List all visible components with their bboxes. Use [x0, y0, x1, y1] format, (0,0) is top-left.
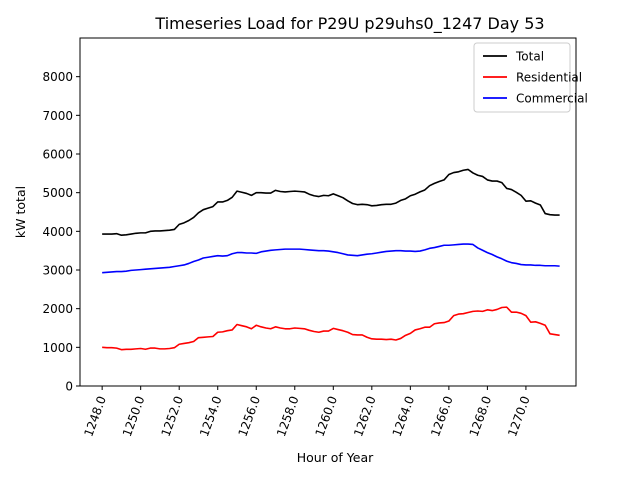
y-tick-label: 6000 [42, 148, 73, 162]
x-tick-label: 1256.0 [236, 394, 264, 438]
y-tick-label: 2000 [42, 302, 73, 316]
x-tick-label: 1248.0 [81, 394, 109, 438]
series-line-commercial [102, 243, 560, 274]
x-tick-label: 1250.0 [120, 394, 148, 438]
x-tick-label: 1268.0 [467, 394, 495, 438]
y-tick-label: 7000 [42, 109, 73, 123]
legend-label-residential: Residential [516, 71, 582, 85]
y-axis: 0 1000 2000 3000 4000 5000 6000 7000 8000 [42, 70, 80, 394]
y-axis-label: kW total [13, 186, 28, 238]
y-tick-label: 0 [65, 380, 73, 394]
y-tick-label: 5000 [42, 186, 73, 200]
y-tick-label: 4000 [42, 225, 73, 239]
x-tick-label: 1266.0 [428, 394, 456, 438]
x-tick-label: 1264.0 [390, 394, 418, 438]
x-tick-label: 1262.0 [351, 394, 379, 438]
x-tick-label: 1252.0 [158, 394, 186, 438]
legend-box [473, 42, 571, 113]
x-tick-label: 1270.0 [505, 394, 533, 438]
x-tick-label: 1254.0 [197, 394, 225, 438]
y-tick-label: 8000 [42, 70, 73, 84]
series-line-total [102, 168, 560, 236]
series-layer [102, 168, 560, 351]
chart-title: Timeseries Load for P29U p29uhs0_1247 Da… [154, 14, 544, 34]
legend-label-total: Total [515, 50, 544, 64]
plot-frame [79, 37, 577, 387]
x-axis-label: Hour of Year [297, 450, 374, 465]
y-tick-label: 3000 [42, 264, 73, 278]
legend: Total Residential Commercial [473, 42, 588, 113]
x-tick-label: 1258.0 [274, 394, 302, 438]
x-axis: 1248.0 1250.0 1252.0 1254.0 1256.0 1258.0 1260… [81, 386, 533, 438]
x-tick-label: 1260.0 [313, 394, 341, 438]
y-tick-label: 1000 [42, 341, 73, 355]
legend-label-commercial: Commercial [516, 92, 588, 106]
series-line-residential [102, 306, 560, 351]
